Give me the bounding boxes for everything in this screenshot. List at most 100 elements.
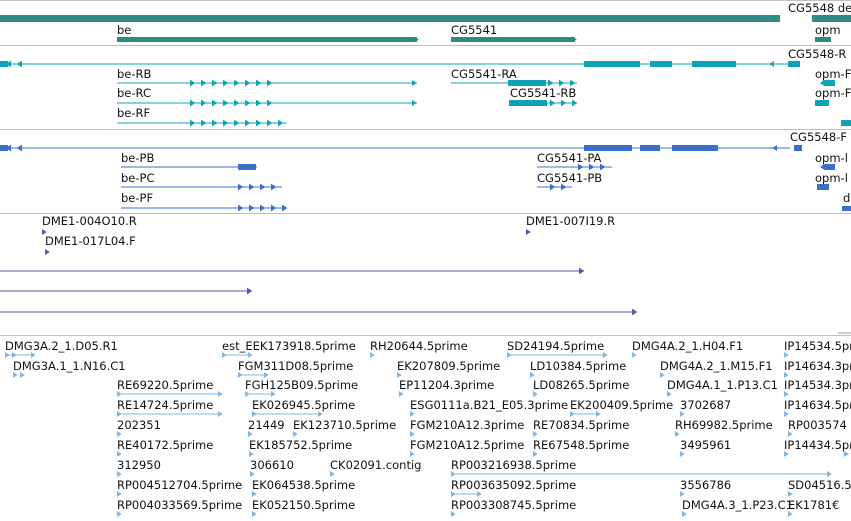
gene-label-be[interactable]: be [117,23,131,37]
exon[interactable] [825,80,835,86]
est-label[interactable]: 3556786 [680,478,731,492]
est-label[interactable]: RP003635092.5prime [451,478,576,492]
est-label[interactable]: RH69982.5prime [675,418,773,432]
est-label[interactable]: IP14534.3prime [784,378,851,392]
gene-cg5541-bar[interactable] [451,37,575,42]
est-label[interactable]: 306610 [250,458,294,472]
exon[interactable] [650,61,672,67]
est-label[interactable]: FGM311D08.5prime [238,359,353,373]
est-label[interactable]: FGH125B09.5prime [245,378,358,392]
exon[interactable] [788,61,800,67]
est-label[interactable]: 312950 [117,458,161,472]
protein-label-be-pb[interactable]: be-PB [121,151,154,165]
est-label[interactable]: EK1781€ [788,498,839,512]
est-arrow-icon [397,372,402,378]
est-label[interactable]: 3702687 [680,398,731,412]
est-label[interactable]: DMG4A.1_1.P13.C1 [667,378,778,392]
transcript-label-be-rc[interactable]: be-RC [117,86,151,100]
est-label[interactable]: FGM210A12.5prime [410,438,524,452]
transcript-label-cg5548-f[interactable]: CG5548-F [790,130,847,144]
exon[interactable] [815,100,829,106]
est-label[interactable]: RE67548.5prime [533,438,629,452]
est-label[interactable]: LD10384.5prime [530,359,626,373]
exon[interactable] [672,145,718,151]
est-label[interactable]: DMG4A.2_1.H04.F1 [632,339,743,353]
est-label[interactable]: EK123710.5prime [293,418,396,432]
protein-label-cg5541-pb[interactable]: CG5541-PB [537,171,602,185]
exon[interactable] [842,206,851,211]
est-label[interactable]: DMG3A.1_1.N16.C1 [13,359,126,373]
protein-label-cg5541-pa[interactable]: CG5541-PA [537,151,602,165]
gene-label-opm[interactable]: opm [815,23,841,37]
transcript-label-cg5541-ra[interactable]: CG5541-RA [451,67,517,81]
est-label[interactable]: RE69220.5prime [117,378,213,392]
est-label[interactable]: RE14724.5prime [117,398,213,412]
est-label[interactable]: 202351 [117,418,161,432]
est-label[interactable]: EK185752.5prime [249,438,352,452]
gene-de-bar[interactable] [812,15,851,22]
transcript-label-be-rf[interactable]: be-RF [117,106,150,120]
est-label[interactable]: RE40172.5prime [117,438,213,452]
est-label[interactable]: DMG3A.2_1.D05.R1 [5,339,118,353]
est-label[interactable]: SD04516.5 [788,478,851,492]
exon[interactable] [0,145,8,151]
exon[interactable] [692,61,736,67]
protein-label-opm-2[interactable]: opm-l [815,171,848,185]
transcript-label-cg5548-r[interactable]: CG5548-R [788,47,846,61]
protein-label-be-pf[interactable]: be-PF [121,191,153,205]
exon[interactable] [841,120,851,126]
transcript-label-be-rb[interactable]: be-RB [117,67,152,81]
clone-label-dme1-007i19[interactable]: DME1-007I19.R [526,214,615,228]
exon[interactable] [508,80,546,86]
exon[interactable] [817,184,829,190]
est-label[interactable]: EK052150.5prime [252,498,355,512]
gene-opm-bar[interactable] [815,37,831,42]
protein-label-be-pc[interactable]: be-PC [121,171,155,185]
est-label[interactable]: LD08265.5prime [533,378,629,392]
est-label[interactable]: RH20644.5prime [370,339,468,353]
est-label[interactable]: RP003216938.5prime [451,458,576,472]
est-label[interactable]: IP14634.3prime [784,359,851,373]
exon[interactable] [794,145,802,151]
est-label[interactable]: DMG4A.2_1.M15.F1 [660,359,773,373]
clone-label-dme1-004o10[interactable]: DME1-004O10.R [42,214,137,228]
exon[interactable] [238,164,256,170]
est-label[interactable]: FGM210A12.3prime [410,418,524,432]
gene-cg5548-bar[interactable] [0,15,780,22]
est-label[interactable]: DMG4A.3_1.P23.C1 [682,498,793,512]
transcript-label-opm-1[interactable]: opm-F [815,67,851,81]
clone-label-dme1-017l04[interactable]: DME1-017L04.F [45,234,136,248]
est-label[interactable]: EK200409.5prime [570,398,673,412]
exon[interactable] [509,100,547,106]
est-label[interactable]: RP004512704.5prime [117,478,242,492]
est-label[interactable]: EK207809.5prime [397,359,500,373]
exon[interactable] [584,145,632,151]
transcript-label-cg5541-rb[interactable]: CG5541-RB [510,86,576,100]
est-label[interactable]: IP14534.5prime [784,339,851,353]
est-label[interactable]: CK02091.contig [330,458,421,472]
gene-label-cg5548[interactable]: CG5548 de [788,1,851,15]
gene-label-cg5541[interactable]: CG5541 [451,23,497,37]
exon[interactable] [584,61,640,67]
est-label[interactable]: RP003574 [788,418,847,432]
est-label[interactable]: est_EEK173918.5prime [222,339,356,353]
exon[interactable] [825,164,835,170]
est-label[interactable]: EK064538.5prime [252,478,355,492]
gene-be-bar[interactable] [117,37,417,42]
est-label[interactable]: EP11204.3prime [399,378,494,392]
est-label[interactable]: RP004033569.5prime [117,498,242,512]
est-label[interactable]: 3495961 [680,438,731,452]
est-label[interactable]: 21449 [248,418,285,432]
est-label[interactable]: SD24194.5prime [507,339,604,353]
est-label[interactable]: EK026945.5prime [252,398,355,412]
est-label[interactable]: RP003308745.5prime [451,498,576,512]
exon[interactable] [0,61,8,67]
protein-label-opm-1[interactable]: opm-l [815,151,848,165]
est-label[interactable]: IP14634.5prime [784,398,851,412]
transcript-label-opm-2[interactable]: opm-F [815,86,851,100]
exon[interactable] [640,145,660,151]
est-label[interactable]: RE70834.5prime [533,418,629,432]
est-label[interactable]: IP14434.5prime [784,438,851,452]
est-label[interactable]: ESG0111a.B21_E05.3prime [410,398,568,412]
protein-label-d[interactable]: d [843,191,850,205]
